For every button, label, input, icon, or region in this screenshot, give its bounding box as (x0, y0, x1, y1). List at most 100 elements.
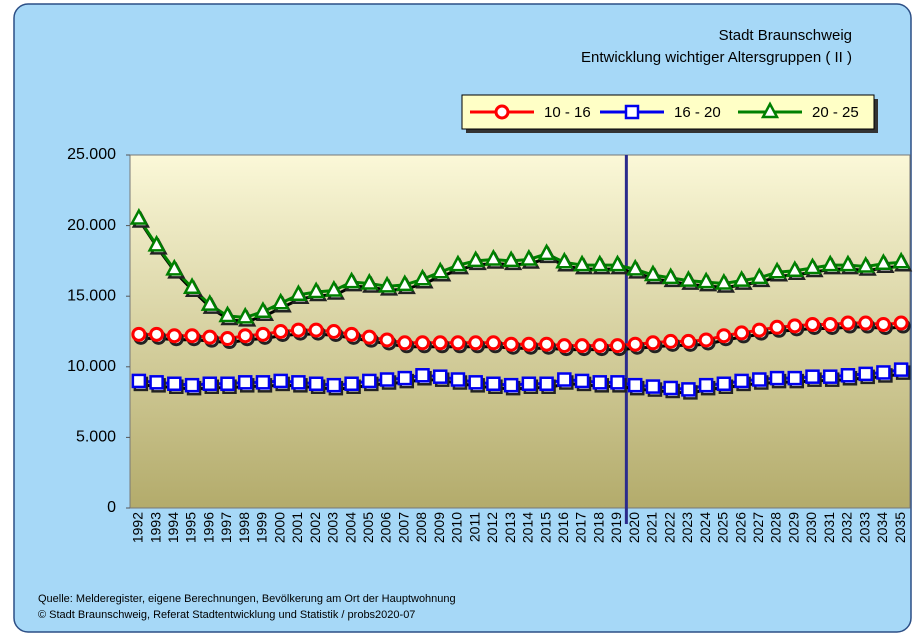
marker (734, 373, 749, 389)
marker (326, 324, 342, 339)
marker (787, 318, 803, 334)
marker (858, 366, 873, 382)
marker (555, 251, 574, 269)
y-tick-label: 15.000 (67, 287, 116, 304)
marker (787, 370, 803, 386)
marker (716, 328, 732, 344)
x-tick-label: 2015 (537, 512, 553, 543)
marker (680, 333, 696, 349)
marker (413, 268, 432, 286)
marker (147, 234, 166, 252)
marker (626, 258, 645, 276)
marker (326, 377, 342, 393)
marker (574, 373, 590, 389)
marker (556, 338, 572, 354)
marker (785, 260, 804, 278)
marker (273, 324, 289, 339)
marker (874, 253, 893, 270)
x-tick-label: 2019 (608, 512, 624, 543)
x-tick-label: 2011 (466, 512, 482, 542)
marker (840, 368, 856, 383)
marker (751, 322, 767, 338)
x-tick-label: 1997 (218, 512, 234, 543)
x-tick-label: 2024 (697, 512, 713, 543)
marker (432, 369, 448, 384)
legend-marker (624, 104, 640, 120)
marker (698, 332, 714, 348)
x-tick-label: 2005 (360, 512, 376, 543)
marker (822, 316, 838, 332)
marker (360, 272, 379, 290)
marker (663, 333, 679, 349)
marker (769, 370, 785, 386)
marker (661, 267, 680, 285)
marker (485, 335, 501, 351)
x-tick-label: 1995 (183, 512, 199, 543)
x-tick-label: 2028 (768, 512, 784, 543)
legend-label: 16 - 20 (674, 104, 721, 121)
chart-title: Stadt Braunschweig (719, 27, 852, 44)
marker (750, 267, 769, 285)
marker (200, 294, 219, 311)
marker (697, 271, 716, 289)
x-tick-label: 2017 (573, 512, 589, 543)
x-tick-label: 2035 (892, 512, 908, 543)
marker (342, 271, 361, 289)
marker (361, 329, 377, 345)
x-tick-label: 2002 (307, 512, 323, 543)
x-tick-label: 2009 (431, 512, 447, 543)
marker (858, 315, 874, 331)
x-tick-label: 2014 (520, 512, 536, 543)
marker (521, 336, 537, 352)
marker (608, 254, 627, 272)
legend-label: 20 - 25 (812, 104, 859, 121)
marker (769, 319, 785, 335)
marker (379, 372, 395, 387)
legend-marker (760, 101, 780, 119)
marker (519, 248, 538, 266)
marker (539, 336, 555, 352)
marker (289, 284, 308, 302)
marker (610, 375, 625, 390)
marker (415, 368, 430, 383)
x-tick-label: 2025 (715, 512, 731, 543)
x-tick-label: 1999 (254, 512, 270, 543)
marker (344, 376, 359, 391)
x-tick-label: 2007 (395, 512, 411, 543)
x-tick-label: 2006 (378, 512, 394, 543)
marker (182, 277, 202, 294)
x-tick-label: 2034 (874, 512, 890, 543)
source-note: Quelle: Melderegister, eigene Berechnung… (38, 593, 456, 605)
marker (627, 336, 643, 352)
marker (218, 305, 237, 323)
marker (610, 338, 625, 354)
marker (255, 326, 271, 342)
marker (468, 335, 484, 351)
marker (592, 375, 608, 390)
x-tick-label: 1992 (130, 512, 146, 543)
x-tick-label: 2027 (750, 512, 766, 543)
marker (273, 373, 288, 389)
marker (679, 270, 698, 287)
marker (893, 315, 909, 331)
marker (450, 335, 466, 351)
x-tick-label: 2008 (413, 512, 429, 543)
x-tick-label: 2001 (289, 512, 305, 543)
marker (432, 335, 448, 351)
marker (415, 335, 430, 351)
x-tick-label: 2003 (325, 512, 341, 543)
x-tick-label: 2033 (856, 512, 872, 543)
marker (698, 377, 714, 393)
x-tick-label: 2018 (590, 512, 606, 543)
marker (167, 376, 182, 391)
marker (236, 306, 255, 324)
marker (395, 274, 414, 292)
legend-marker (494, 104, 510, 120)
marker (539, 376, 554, 391)
y-tick-label: 10.000 (67, 358, 116, 375)
marker (892, 251, 911, 269)
legend-label: 10 - 16 (544, 104, 591, 121)
x-tick-label: 1994 (165, 512, 181, 543)
marker (627, 377, 643, 393)
